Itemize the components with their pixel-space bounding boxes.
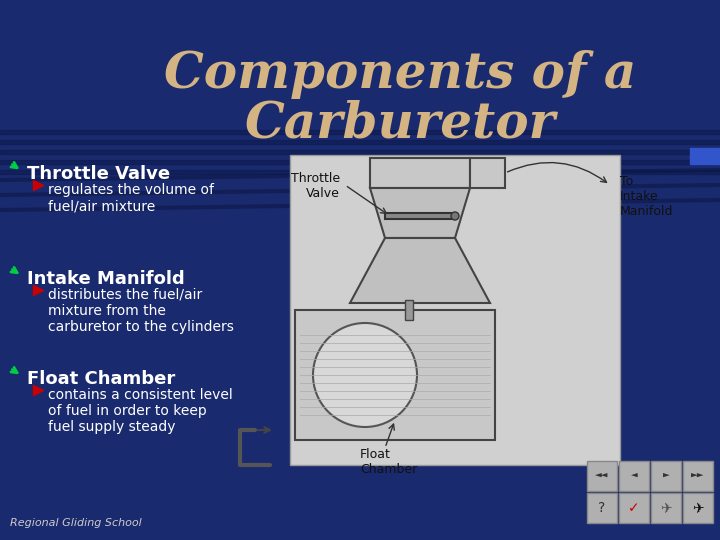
- Polygon shape: [370, 188, 470, 238]
- Text: ►: ►: [662, 471, 670, 481]
- Text: ◄◄: ◄◄: [595, 471, 608, 481]
- Bar: [290, 155, 620, 465]
- Text: Regional Gliding School: Regional Gliding School: [10, 518, 142, 528]
- Text: Carburetor: Carburetor: [245, 100, 556, 149]
- Circle shape: [313, 323, 417, 427]
- Text: regulates the volume of
fuel/air mixture: regulates the volume of fuel/air mixture: [48, 183, 214, 213]
- Text: ►►: ►►: [691, 471, 705, 481]
- Bar: [690, 148, 720, 164]
- FancyBboxPatch shape: [651, 461, 681, 491]
- Circle shape: [451, 212, 459, 220]
- Bar: [385, 213, 455, 219]
- FancyBboxPatch shape: [651, 493, 681, 523]
- Text: Float
Chamber: Float Chamber: [360, 448, 418, 476]
- Text: contains a consistent level
of fuel in order to keep
fuel supply steady: contains a consistent level of fuel in o…: [48, 388, 233, 434]
- Bar: [405, 300, 413, 320]
- Text: Float Chamber: Float Chamber: [27, 370, 175, 388]
- Text: Throttle Valve: Throttle Valve: [27, 165, 170, 183]
- Text: ?: ?: [598, 501, 606, 515]
- Text: ✈: ✈: [692, 501, 704, 515]
- FancyBboxPatch shape: [683, 461, 713, 491]
- FancyBboxPatch shape: [587, 493, 617, 523]
- Text: ✓: ✓: [628, 501, 640, 515]
- Text: To
Intake
Manifold: To Intake Manifold: [620, 175, 673, 218]
- FancyBboxPatch shape: [587, 461, 617, 491]
- Bar: [470, 158, 505, 188]
- Bar: [295, 310, 495, 440]
- Text: Throttle
Valve: Throttle Valve: [291, 172, 340, 200]
- Text: ✈: ✈: [660, 501, 672, 515]
- Polygon shape: [350, 238, 490, 303]
- Text: ◄: ◄: [631, 471, 637, 481]
- Text: distributes the fuel/air
mixture from the
carburetor to the cylinders: distributes the fuel/air mixture from th…: [48, 288, 234, 334]
- Bar: [370, 158, 470, 188]
- FancyBboxPatch shape: [619, 461, 649, 491]
- Text: Intake Manifold: Intake Manifold: [27, 270, 185, 288]
- FancyBboxPatch shape: [619, 493, 649, 523]
- Text: Components of a: Components of a: [164, 50, 636, 99]
- FancyBboxPatch shape: [683, 493, 713, 523]
